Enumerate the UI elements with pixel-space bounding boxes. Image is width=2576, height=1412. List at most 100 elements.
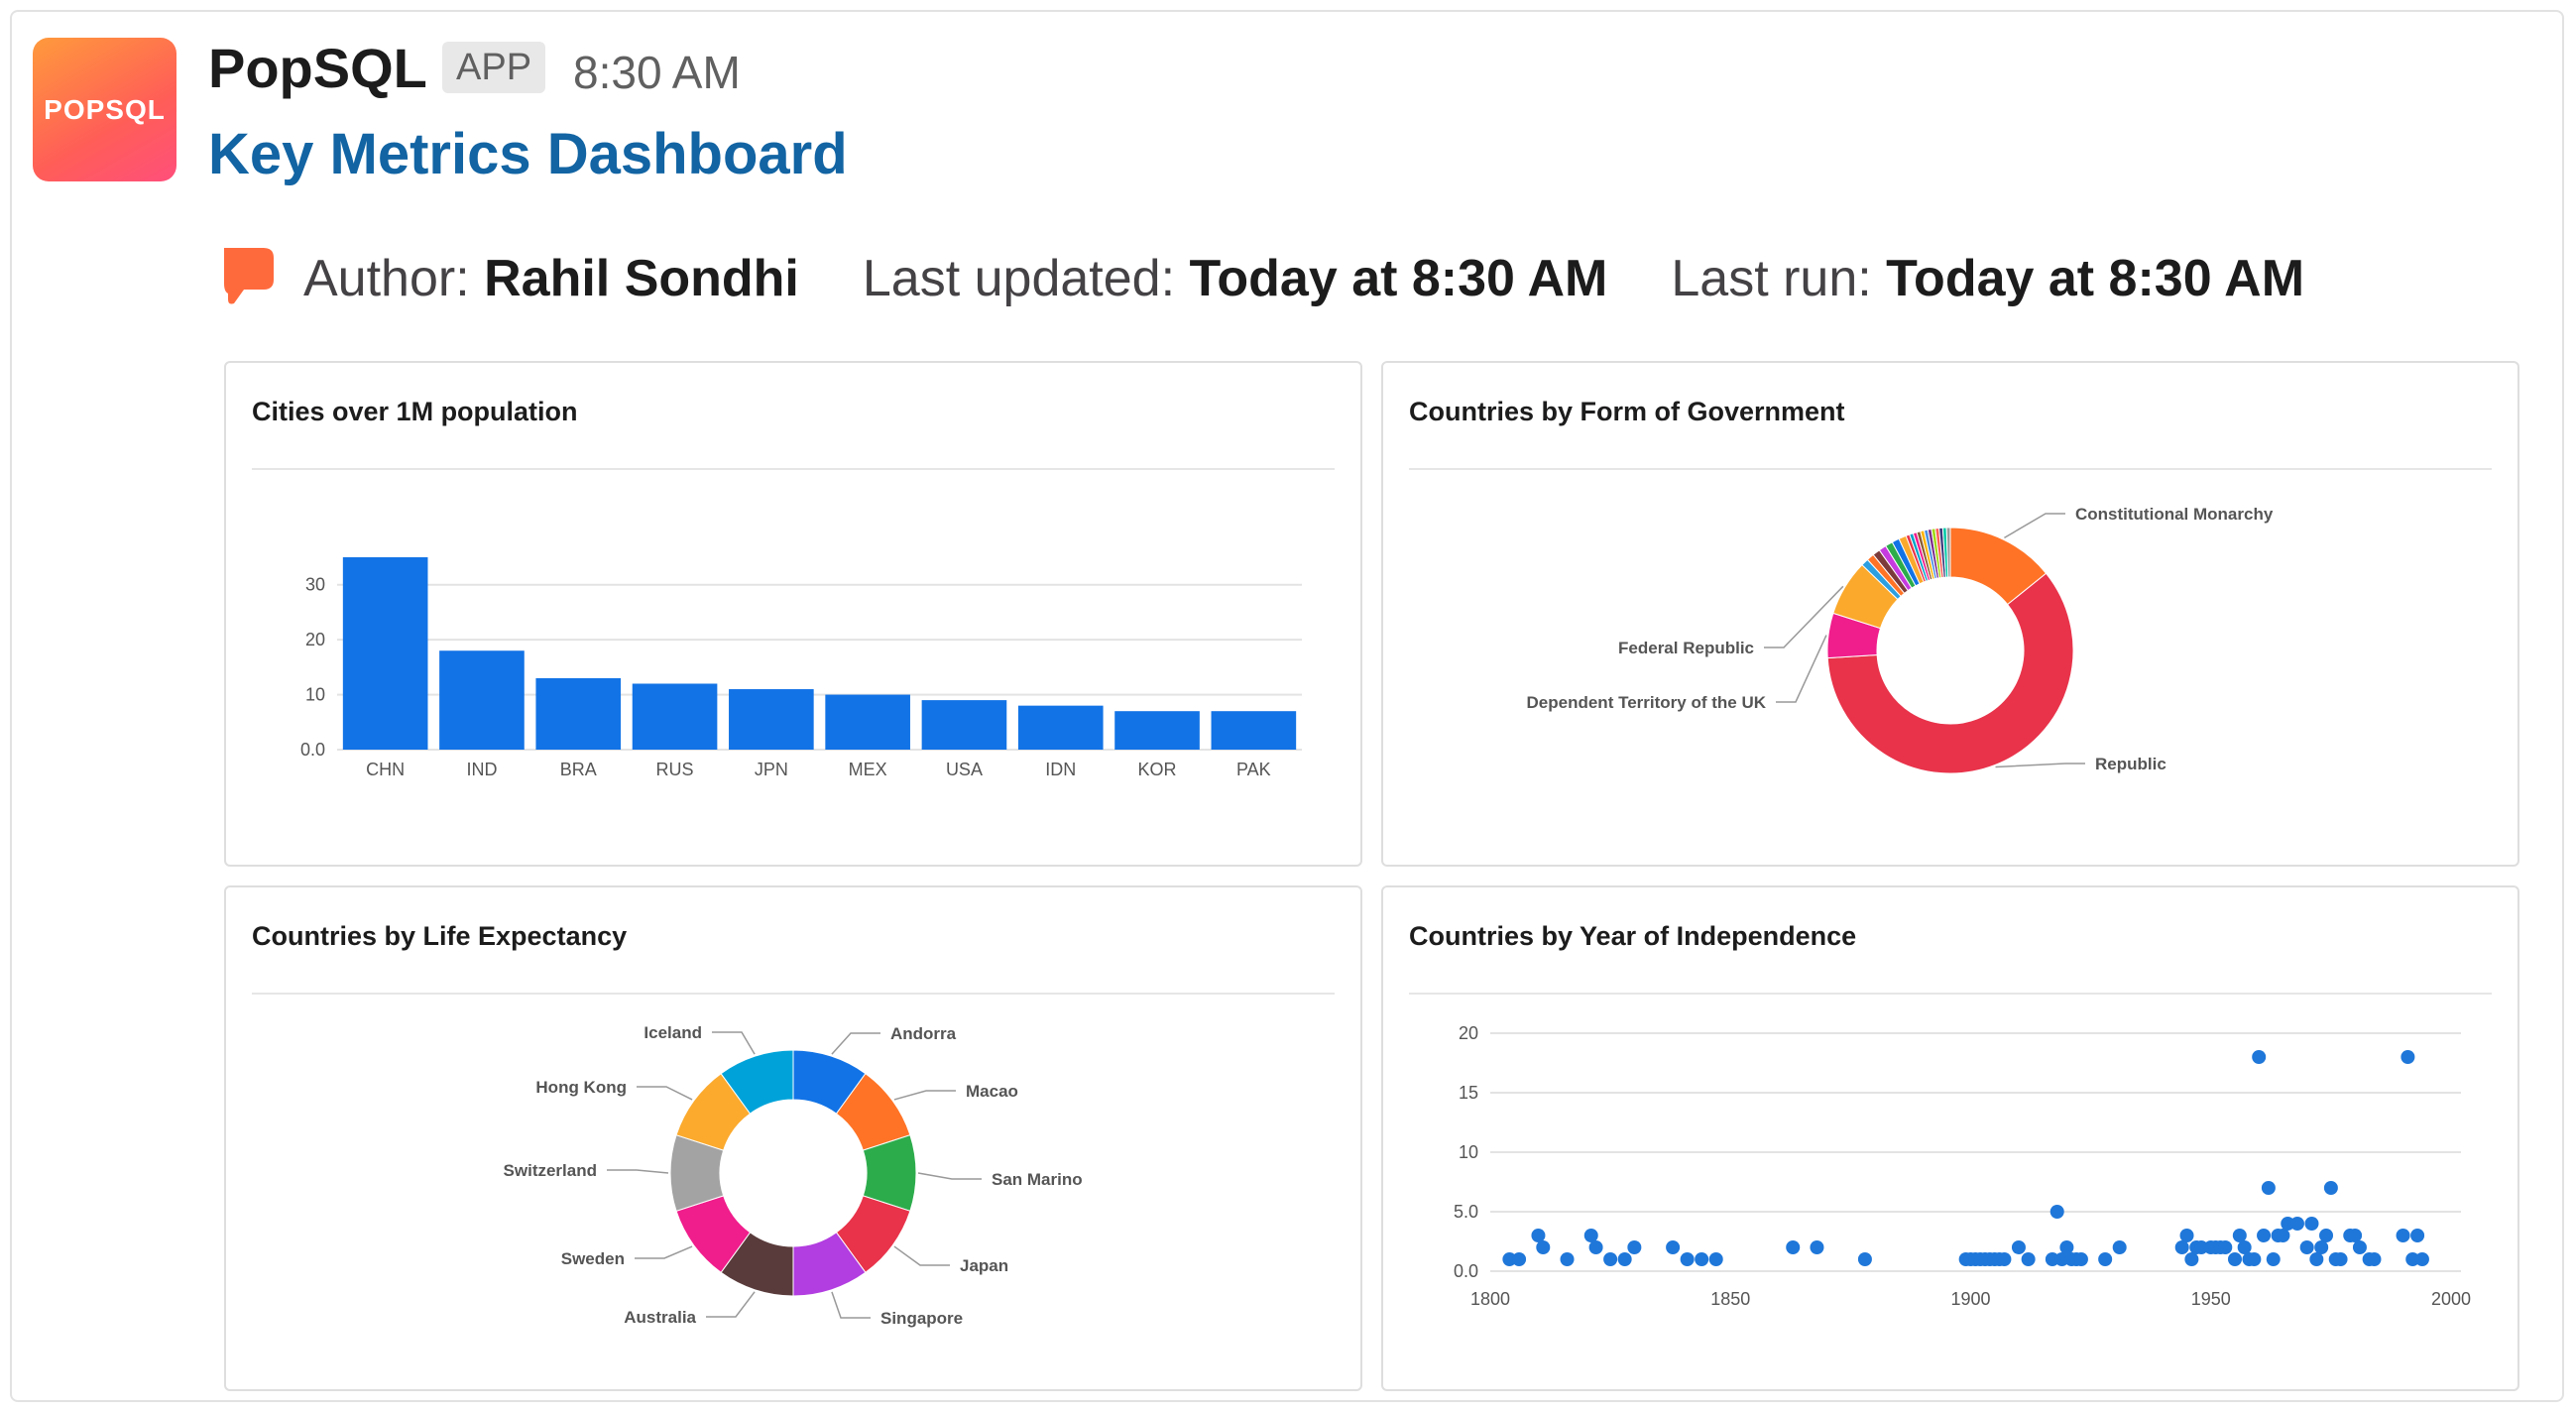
x-tick-label: BRA: [560, 760, 597, 779]
message-timestamp[interactable]: 8:30 AM: [573, 47, 741, 98]
scatter-point: [2410, 1229, 2425, 1242]
app-badge: APP: [442, 42, 546, 93]
leader-line: [637, 1086, 693, 1101]
x-tick-label: CHN: [366, 760, 405, 779]
slice-label: Macao: [966, 1082, 1018, 1101]
bar: [632, 683, 718, 750]
y-tick-label: 20: [1459, 1023, 1478, 1043]
scatter-point: [2045, 1252, 2059, 1266]
slice-label: San Marino: [992, 1170, 1083, 1189]
scatter-point: [2414, 1252, 2429, 1266]
scatter-point: [1617, 1252, 1632, 1266]
scatter-point: [2289, 1217, 2304, 1231]
popsql-app-icon[interactable]: POPSQL: [33, 38, 176, 181]
scatter-point: [2261, 1181, 2276, 1195]
app-name[interactable]: PopSQL: [208, 37, 427, 99]
scatter-point: [1502, 1252, 1517, 1266]
divider: [252, 993, 1335, 995]
leader-line: [831, 1032, 880, 1055]
author-meta: Author: Rahil Sondhi: [303, 249, 799, 308]
scatter-point: [2232, 1229, 2247, 1242]
slice-label: Switzerland: [504, 1161, 597, 1180]
scatter-point: [2247, 1252, 2262, 1266]
scatter-point: [1583, 1229, 1598, 1242]
bar: [825, 694, 910, 750]
slice-label: Andorra: [890, 1024, 957, 1043]
leader-line: [712, 1031, 756, 1055]
scatter-point: [2348, 1229, 2363, 1242]
x-tick-label: 1800: [1470, 1289, 1510, 1309]
run-meta: Last run: Today at 8:30 AM: [1671, 249, 2304, 308]
scatter-point: [1536, 1240, 1551, 1254]
donut-chart: Constitutional Monarchy Republic Dependent…: [1527, 505, 2274, 774]
x-tick-label: PAK: [1236, 760, 1271, 779]
updated-value: Today at 8:30 AM: [1189, 250, 1608, 307]
y-tick-label: 30: [305, 575, 325, 595]
leader-line: [893, 1245, 950, 1266]
y-tick-label: 10: [305, 685, 325, 705]
scatter-point: [2299, 1240, 2314, 1254]
bar: [1114, 711, 1200, 750]
chart-card-independence[interactable]: Countries by Year of Independence 0.0 5.0…: [1381, 885, 2519, 1391]
x-tick-label: 2000: [2431, 1289, 2471, 1309]
popsql-logo-icon: [218, 244, 278, 313]
bar: [921, 700, 1007, 750]
slice-label: Hong Kong: [535, 1078, 627, 1097]
donut-chart: Andorra Macao San Marino Japan Singapore Aust…: [504, 1023, 1083, 1328]
divider: [1409, 993, 2492, 995]
leader-line: [607, 1169, 669, 1174]
scatter-point: [2227, 1252, 2242, 1266]
slice-label: Constitutional Monarchy: [2075, 505, 2274, 524]
scatter-point: [1512, 1252, 1527, 1266]
scatter-point: [2352, 1240, 2367, 1254]
scatter-point: [2323, 1181, 2338, 1195]
chart-card-life-expectancy[interactable]: Countries by Life Expectancy Andorra Maca…: [224, 885, 1362, 1391]
dashboard-link[interactable]: Key Metrics Dashboard: [208, 122, 848, 186]
slice-label: Dependent Territory of the UK: [1527, 693, 1767, 712]
donut-slice: [1826, 572, 2074, 774]
scatter-point: [2281, 1217, 2295, 1231]
bar: [729, 689, 814, 750]
scatter-point: [2011, 1240, 2026, 1254]
slice-label: Republic: [2095, 755, 2166, 773]
chart-card-cities[interactable]: Cities over 1M population 0.0 10 20 30 CHN IN…: [224, 361, 1362, 867]
scatter-point: [2309, 1252, 2324, 1266]
scatter-point: [1627, 1240, 1642, 1254]
app-icon-text: POPSQL: [44, 93, 166, 125]
bar: [535, 677, 622, 750]
scatter-point: [2266, 1252, 2281, 1266]
scatter-point: [1680, 1252, 1695, 1266]
slice-label: Sweden: [561, 1249, 625, 1268]
divider: [252, 468, 1335, 470]
slice-label: Japan: [960, 1256, 1008, 1275]
slice-label: Iceland: [644, 1023, 702, 1042]
leader-line: [2004, 513, 2065, 539]
y-tick-label: 20: [305, 630, 325, 649]
scatter-point: [2252, 1050, 2267, 1064]
x-tick-label: IND: [466, 760, 497, 779]
scatter-point: [2059, 1240, 2074, 1254]
chart-card-government[interactable]: Countries by Form of Government Constitu…: [1381, 361, 2519, 867]
bar: [1211, 711, 1297, 750]
scatter-point: [1708, 1252, 1723, 1266]
chart-title: Countries by Year of Independence: [1409, 921, 1857, 951]
bar: [439, 650, 525, 750]
scatter-point: [2400, 1050, 2415, 1064]
slice-label: Federal Republic: [1618, 639, 1754, 657]
scatter-point: [2367, 1252, 2382, 1266]
scatter-point: [1810, 1240, 1824, 1254]
donut-slice: [720, 1049, 794, 1115]
scatter-point: [2179, 1229, 2194, 1242]
scatter-point: [1560, 1252, 1575, 1266]
scatter-point: [2237, 1240, 2252, 1254]
scatter-point: [1786, 1240, 1801, 1254]
scatter-point: [2333, 1252, 2348, 1266]
scatter-point: [2021, 1252, 2036, 1266]
leader-line: [917, 1172, 982, 1180]
leader-line: [893, 1090, 956, 1101]
scatter-point: [2073, 1252, 2088, 1266]
scatter-point: [2049, 1205, 2064, 1219]
y-tick-label: 0.0: [1454, 1261, 1478, 1281]
scatter-point: [1666, 1240, 1681, 1254]
divider: [1409, 468, 2492, 470]
